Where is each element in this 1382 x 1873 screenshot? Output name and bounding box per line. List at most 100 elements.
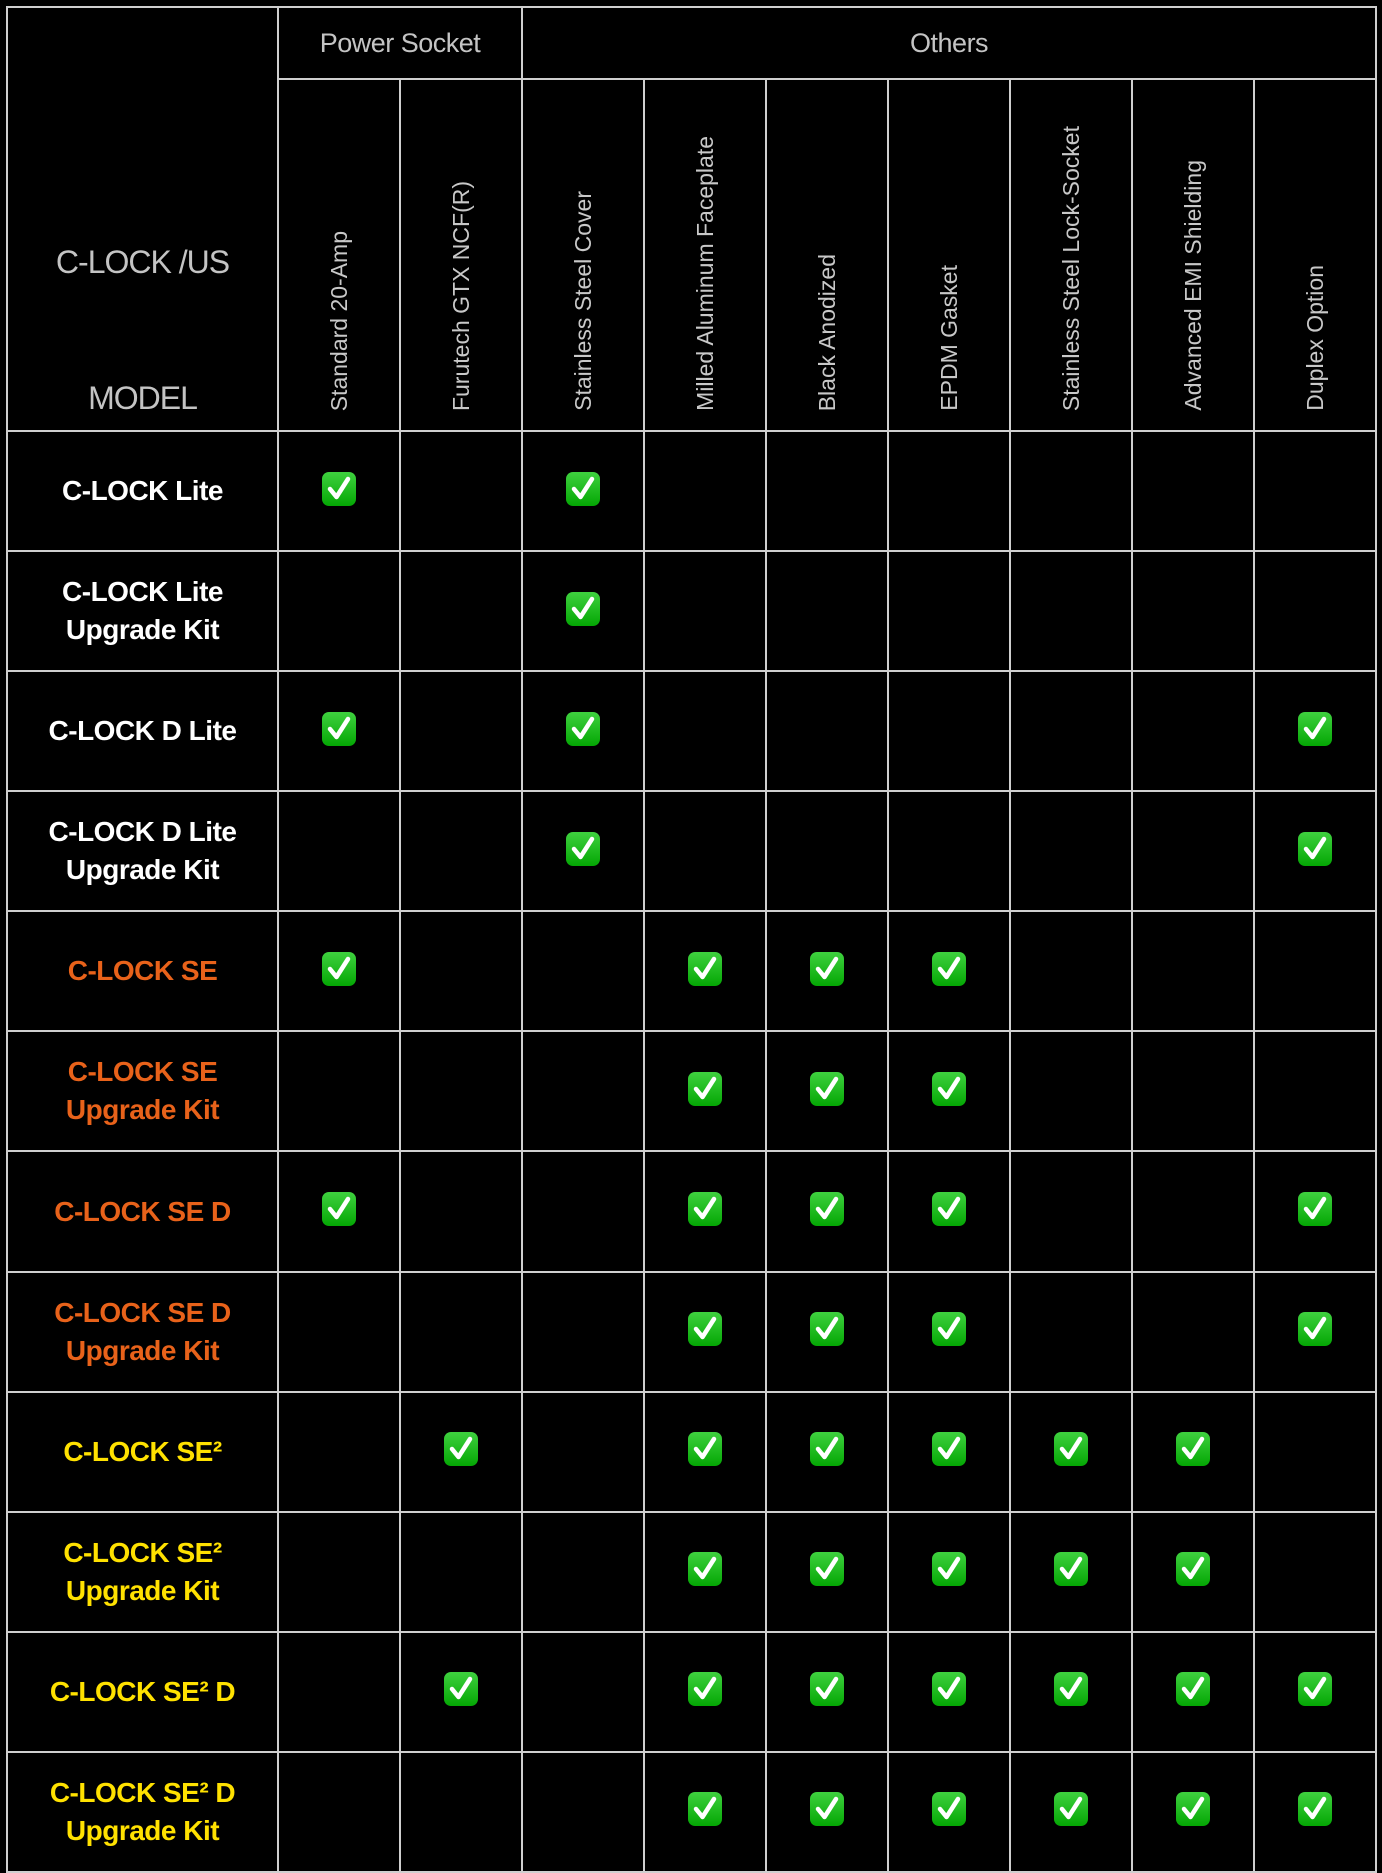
feature-cell: [398, 1630, 524, 1753]
feature-cell: [643, 910, 768, 1033]
feature-header: Black Anodized: [765, 78, 890, 432]
feature-cell: [643, 1390, 768, 1513]
table-row: C-LOCK Lite: [6, 429, 1378, 553]
model-name: C-LOCK SE D: [6, 1150, 279, 1273]
check-mark-icon: [1298, 831, 1333, 866]
feature-cell: [1253, 1510, 1378, 1633]
feature-header-label: Milled Aluminum Faceplate: [691, 136, 718, 411]
feature-cell: [277, 670, 401, 793]
feature-cell: [1253, 1630, 1378, 1753]
model-name: C-LOCK Lite Upgrade Kit: [6, 550, 279, 673]
feature-cell: [887, 1030, 1012, 1153]
feature-cell: [887, 1750, 1012, 1873]
feature-cell: [1009, 1630, 1134, 1753]
group-header-row: C-LOCK /US MODEL Power Socket Others: [6, 6, 1378, 432]
feature-cell: [521, 1630, 646, 1753]
feature-cell: [398, 1270, 524, 1393]
feature-cell: [1131, 429, 1256, 553]
feature-cell: [277, 429, 401, 553]
check-mark-icon: [322, 1192, 356, 1226]
feature-header-label: Furutech GTX NCF(R): [447, 180, 474, 411]
check-mark-icon: [322, 951, 356, 986]
model-name-line: C-LOCK SE² D: [49, 1776, 236, 1808]
check-mark-icon: [688, 1432, 723, 1467]
feature-cell: [765, 1270, 890, 1393]
feature-cell: [1131, 1390, 1256, 1513]
feature-cell: [1253, 1030, 1378, 1153]
table-row: C-LOCK SE: [6, 910, 1378, 1033]
check-mark-icon: [1054, 1552, 1089, 1587]
model-name-line: C-LOCK SE: [67, 1056, 218, 1088]
feature-header-label: Advanced EMI Shielding: [1179, 160, 1206, 411]
check-mark-icon: [932, 1071, 967, 1106]
feature-cell: [277, 1150, 401, 1273]
check-mark-icon: [566, 591, 601, 626]
feature-cell: [765, 550, 890, 673]
feature-cell: [521, 670, 646, 793]
check-mark-icon: [1054, 1672, 1089, 1707]
feature-cell: [643, 550, 768, 673]
check-mark-icon: [566, 831, 601, 866]
check-mark-icon: [810, 1192, 845, 1226]
check-mark-icon: [1176, 1792, 1211, 1827]
check-mark-icon: [1054, 1432, 1089, 1467]
check-mark-icon: [688, 1672, 723, 1707]
feature-cell: [643, 790, 768, 913]
feature-cell: [277, 1030, 401, 1153]
model-name-line: Upgrade Kit: [65, 1334, 220, 1366]
feature-cell: [398, 910, 524, 1033]
model-name-line: Upgrade Kit: [65, 614, 220, 646]
model-name: C-LOCK SE² D: [6, 1630, 279, 1753]
feature-cell: [1009, 670, 1134, 793]
feature-cell: [1009, 1510, 1134, 1633]
check-mark-icon: [932, 1312, 967, 1347]
table-row: C-LOCK SE²: [6, 1390, 1378, 1513]
feature-cell: [521, 1030, 646, 1153]
feature-cell: [643, 1750, 768, 1873]
check-mark-icon: [1298, 1672, 1333, 1707]
check-mark-icon: [932, 1192, 967, 1226]
check-mark-icon: [810, 1672, 845, 1707]
feature-cell: [277, 1510, 401, 1633]
feature-cell: [765, 790, 890, 913]
model-name-line: Upgrade Kit: [65, 1814, 220, 1846]
feature-cell: [398, 790, 524, 913]
feature-cell: [1131, 1750, 1256, 1873]
check-mark-icon: [810, 1071, 845, 1106]
feature-cell: [398, 550, 524, 673]
model-name: C-LOCK SE² D Upgrade Kit: [6, 1750, 279, 1873]
feature-header: Stainless Steel Cover: [521, 78, 646, 432]
model-name-line: C-LOCK D Lite: [48, 715, 237, 747]
check-mark-icon: [1298, 1312, 1333, 1347]
feature-cell: [277, 550, 401, 673]
check-mark-icon: [688, 1312, 723, 1347]
check-mark-icon: [444, 1672, 478, 1707]
check-mark-icon: [1176, 1672, 1211, 1707]
check-mark-icon: [688, 1192, 723, 1226]
table-row: C-LOCK SE Upgrade Kit: [6, 1030, 1378, 1153]
feature-cell: [887, 1150, 1012, 1273]
model-name-line: C-LOCK Lite: [62, 475, 223, 507]
check-mark-icon: [322, 471, 356, 506]
model-name-line: C-LOCK SE D: [54, 1195, 231, 1227]
corner-subtitle: MODEL: [88, 380, 198, 416]
corner-title: C-LOCK /US: [55, 244, 230, 280]
feature-header: Milled Aluminum Faceplate: [643, 78, 768, 432]
model-name: C-LOCK SE² Upgrade Kit: [6, 1510, 279, 1633]
feature-header: Duplex Option: [1253, 78, 1378, 432]
check-mark-icon: [322, 711, 356, 746]
feature-cell: [521, 1510, 646, 1633]
table-row: C-LOCK D Lite: [6, 670, 1378, 793]
feature-cell: [398, 1030, 524, 1153]
feature-header-label: Stainless Steel Cover: [569, 191, 596, 411]
model-name: C-LOCK D Lite Upgrade Kit: [6, 790, 279, 913]
feature-cell: [1253, 790, 1378, 913]
check-mark-icon: [444, 1432, 478, 1467]
feature-cell: [277, 1270, 401, 1393]
feature-header: EPDM Gasket: [887, 78, 1012, 432]
feature-cell: [521, 1390, 646, 1513]
feature-cell: [521, 1150, 646, 1273]
check-mark-icon: [1176, 1432, 1211, 1467]
feature-cell: [1131, 670, 1256, 793]
check-mark-icon: [1298, 1192, 1333, 1226]
